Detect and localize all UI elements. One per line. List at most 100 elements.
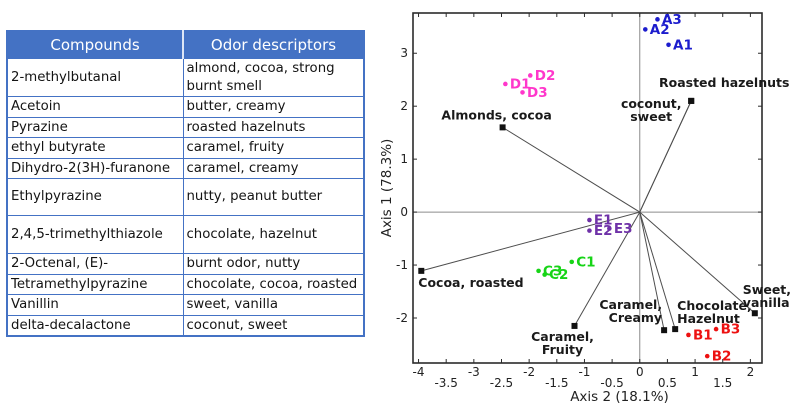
sample-label-B1: B1: [693, 327, 713, 343]
loading-marker: [688, 97, 695, 104]
plot-frame: [412, 12, 763, 364]
compound-cell: Pyrazine: [6, 116, 184, 138]
x-axis-label: Axis 2 (18.1%): [570, 389, 669, 405]
odor-descriptor-cell: roasted hazelnuts: [182, 116, 365, 138]
sample-label-B2: B2: [712, 349, 732, 365]
loading-label: Caramel,: [599, 297, 662, 312]
odor-descriptor-cell: sweet, vanilla: [182, 294, 365, 316]
y-tick-label: 1: [400, 152, 408, 166]
x-tick-label: -3.5: [434, 376, 457, 390]
loading-label: Roasted hazelnuts: [659, 75, 789, 90]
loading-vector-sweet-vanilla: Sweet,vanilla: [639, 211, 791, 317]
compound-cell: ethyl butyrate: [6, 137, 184, 159]
x-tick-label: 0.5: [658, 376, 677, 390]
sample-point-E2: [587, 228, 592, 233]
odor-descriptor-cell: chocolate, cocoa, roasted: [182, 273, 365, 295]
table-row: Tetramethylpyrazine chocolate, cocoa, roa…: [6, 273, 365, 295]
loading-label: Fruity: [542, 342, 583, 357]
loading-vector-caramel-fruity: Caramel,Fruity: [531, 211, 641, 357]
y-tick-label: -2: [396, 311, 408, 325]
sample-point-D3: [520, 90, 525, 95]
sample-point-A2: [642, 27, 648, 32]
loading-vector-chocolate-hazelnut: Chocolate,Hazelnut: [639, 211, 752, 333]
x-tick-label: 1.5: [713, 376, 732, 390]
loading-vector-caramel-creamy: Caramel,Creamy: [599, 211, 668, 334]
sample-label-E3: E3: [614, 221, 633, 237]
axis-ticks: -4 -3.5 -3 -2.5 -2 -1.5 -1 -0.5 0 0.5 1 1.5 2 -2 -1 0 1 2…: [396, 13, 762, 390]
sample-point-B2: [704, 353, 710, 359]
loading-label: Creamy: [609, 310, 662, 325]
odor-descriptor-cell: butter, creamy: [182, 96, 365, 118]
compound-cell: Dihydro-2(3H)-furanone: [6, 157, 184, 179]
x-tick-label: -2.5: [490, 376, 513, 390]
x-tick-label: -2: [523, 365, 535, 379]
loading-marker: [418, 267, 425, 274]
x-tick-label: -3: [468, 365, 480, 379]
loading-label: Hazelnut: [677, 311, 740, 326]
table-row: 2-Octenal, (E)- burnt odor, nutty: [6, 253, 365, 275]
table-row: Dihydro-2(3H)-furanone caramel, creamy: [6, 157, 365, 179]
sample-label-C1: C1: [576, 254, 595, 270]
loading-marker: [571, 322, 578, 329]
x-tick-label: -4: [413, 365, 425, 379]
sample-label-E1: E1: [594, 213, 613, 229]
sample-point-C3: [536, 268, 541, 274]
header-odor-descriptors: Odor descriptors: [182, 31, 364, 59]
odor-descriptor-cell: almond, cocoa, strong burnt smell: [182, 58, 365, 97]
loading-marker: [661, 327, 668, 334]
sample-label-D3: D3: [527, 85, 548, 101]
sample-group-B: B1 B2 B3: [686, 322, 740, 365]
x-tick-label: -1.5: [545, 376, 568, 390]
sample-point-C2: [542, 272, 547, 277]
y-tick-label: 0: [400, 205, 408, 219]
compound-cell: Vanillin: [6, 294, 184, 316]
x-tick-label: 2: [747, 365, 755, 379]
compound-cell: Ethylpyrazine: [6, 178, 184, 216]
x-tick-label: -1: [578, 365, 590, 379]
sample-point-E1: [587, 217, 592, 223]
sample-point-D2: [527, 73, 533, 78]
loading-vector-cocoa-roasted: Cocoa, roasted: [418, 211, 640, 290]
sample-label-A3: A3: [662, 12, 682, 28]
odor-descriptor-cell: caramel, fruity: [182, 137, 365, 159]
sample-label-C2: C2: [549, 267, 568, 283]
loading-label: Caramel,: [531, 329, 594, 344]
sample-label-C3: C3: [543, 263, 562, 279]
loading-marker: [672, 326, 679, 333]
sample-point-E3: [607, 226, 612, 231]
table-row: Vanillin sweet, vanilla: [6, 294, 365, 316]
table-row: Ethylpyrazine nutty, peanut butter: [6, 178, 365, 216]
table-row: delta-decalactone coconut, sweet: [6, 314, 365, 337]
odor-descriptor-cell: chocolate, hazelnut: [182, 214, 365, 254]
loading-vector-almonds-cocoa: Almonds, cocoa: [441, 107, 641, 213]
sample-point-B1: [686, 332, 691, 338]
odor-descriptor-cell: caramel, creamy: [182, 157, 365, 179]
table-row: Pyrazine roasted hazelnuts: [6, 116, 365, 138]
loading-label: Sweet,: [743, 282, 791, 297]
x-tick-label: 1: [691, 365, 699, 379]
loading-marker: [499, 124, 506, 131]
compounds-odor-table: Compounds Odor descriptors 2-methylbutan…: [6, 30, 365, 337]
compound-cell: delta-decalactone: [6, 314, 184, 337]
sample-label-A2: A2: [650, 22, 670, 38]
sample-point-C1: [569, 259, 575, 265]
x-tick-label: -0.5: [600, 376, 623, 390]
y-tick-label: -1: [396, 258, 408, 272]
odor-descriptor-cell: nutty, peanut butter: [182, 178, 365, 216]
table-header-row: Compounds Odor descriptors: [7, 31, 364, 59]
loading-label: sweet: [630, 109, 672, 124]
header-compounds: Compounds: [7, 31, 183, 59]
loading-label: Almonds, cocoa: [441, 107, 551, 122]
table-row: ethyl butyrate caramel, fruity: [6, 137, 365, 159]
loading-label: Cocoa, roasted: [418, 275, 523, 290]
table-row: Acetoin butter, creamy: [6, 96, 365, 118]
odor-descriptor-cell: burnt odor, nutty: [182, 253, 365, 275]
sample-point-A3: [655, 17, 660, 22]
odor-descriptor-cell: coconut, sweet: [182, 314, 365, 337]
sample-label-A1: A1: [673, 37, 693, 53]
loading-label: vanilla: [743, 295, 790, 310]
